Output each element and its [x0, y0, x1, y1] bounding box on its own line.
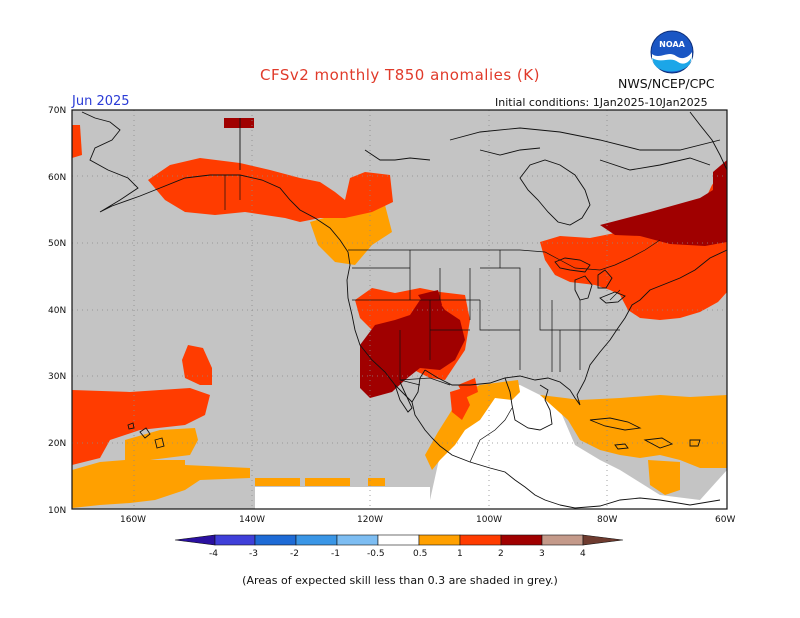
- lon-label-140w: 140W: [239, 515, 265, 525]
- legend-swatch-2-3: [500, 534, 543, 546]
- coastlines: [81, 111, 727, 509]
- lon-label-160w: 160W: [120, 515, 146, 525]
- lon-label-80w: 80W: [597, 515, 617, 525]
- legend-swatch-3-4: [541, 534, 584, 546]
- legend-label-4: 4: [580, 549, 586, 559]
- neutral-anomaly-areas: [255, 385, 727, 509]
- legend-swatch-gt-4: [582, 534, 624, 546]
- map-frame: [71, 109, 728, 510]
- lat-label-50n: 50N: [48, 239, 66, 249]
- legend-swatch-m2-m1: [295, 534, 338, 546]
- map-panel: [72, 110, 727, 509]
- agency-label: NWS/NCEP/CPC: [618, 76, 715, 91]
- legend-swatch-lt-4: [174, 534, 216, 546]
- legend-label-m2: -2: [290, 549, 299, 559]
- legend-label-m3: -3: [249, 549, 258, 559]
- legend-swatch-05-1: [418, 534, 461, 546]
- initial-conditions: Initial conditions: 1Jan2025-10Jan2025: [495, 96, 708, 109]
- lon-label-100w: 100W: [476, 515, 502, 525]
- legend-label-1: 1: [457, 549, 463, 559]
- color-legend: -4 -3 -2 -1 -0.5 0.5 1 2 3 4: [174, 534, 624, 559]
- lat-label-60n: 60N: [48, 173, 66, 183]
- lon-label-60w: 60W: [715, 515, 735, 525]
- lat-label-20n: 20N: [48, 439, 66, 449]
- legend-label-05: 0.5: [413, 549, 427, 559]
- latitude-labels: 70N 60N 50N 40N 30N 20N 10N: [48, 106, 66, 516]
- legend-swatch-1-2: [459, 534, 502, 546]
- legend-swatch-m3-m2: [254, 534, 297, 546]
- footnote: (Areas of expected skill less than 0.3 a…: [242, 574, 558, 587]
- anomaly-orange-areas: [72, 205, 727, 508]
- lon-label-120w: 120W: [357, 515, 383, 525]
- lat-label-70n: 70N: [48, 106, 66, 116]
- legend-label-m4: -4: [209, 549, 218, 559]
- lat-label-10n: 10N: [48, 506, 66, 516]
- legend-swatch-m1-m05: [336, 534, 379, 546]
- anomaly-darkred-areas: [224, 118, 727, 398]
- lat-label-40n: 40N: [48, 306, 66, 316]
- logo-text: NOAA: [659, 40, 685, 49]
- legend-swatch-m4-m3: [214, 534, 256, 546]
- legend-label-m1: -1: [331, 549, 340, 559]
- borders: [224, 175, 661, 463]
- forecast-month: Jun 2025: [72, 94, 130, 109]
- chart-title: CFSv2 monthly T850 anomalies (K): [260, 66, 540, 84]
- lat-label-30n: 30N: [48, 372, 66, 382]
- legend-label-3: 3: [539, 549, 545, 559]
- longitude-labels: 160W 140W 120W 100W 80W 60W: [120, 515, 735, 525]
- legend-label-2: 2: [498, 549, 504, 559]
- legend-swatch-neutral: [377, 534, 420, 546]
- legend-label-m05: -0.5: [367, 549, 385, 559]
- noaa-logo-icon: NOAA: [650, 30, 694, 74]
- graticule: [72, 110, 727, 509]
